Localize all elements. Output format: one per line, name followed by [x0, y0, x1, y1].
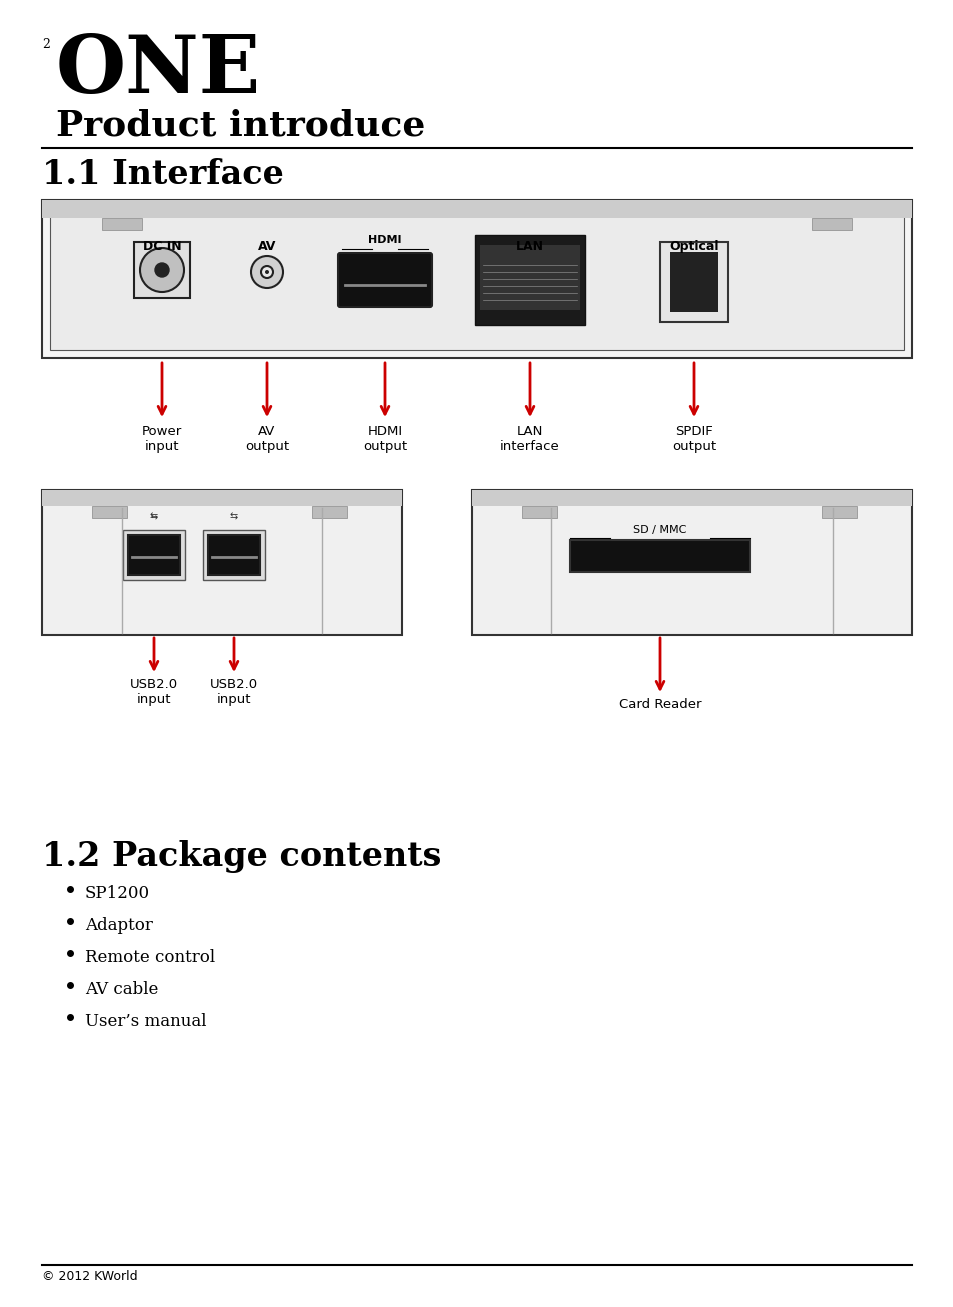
Bar: [312, 506, 347, 518]
Bar: [521, 506, 557, 518]
Bar: [208, 535, 260, 575]
Text: SD / MMC: SD / MMC: [633, 525, 686, 535]
Bar: [102, 218, 142, 230]
Text: Power
input: Power input: [142, 425, 182, 454]
Circle shape: [261, 267, 273, 278]
Bar: [669, 252, 718, 312]
Text: ⇆: ⇆: [150, 511, 158, 521]
Bar: [569, 540, 749, 572]
Text: LAN
interface: LAN interface: [499, 425, 559, 454]
Bar: [479, 244, 579, 310]
Bar: [203, 531, 265, 580]
Bar: [821, 506, 856, 518]
Bar: [42, 200, 911, 218]
Circle shape: [265, 271, 269, 274]
Text: HDMI
output: HDMI output: [362, 425, 407, 454]
Text: AV cable: AV cable: [85, 982, 158, 999]
Text: USB2.0
input: USB2.0 input: [210, 678, 258, 706]
Text: ⇆: ⇆: [230, 511, 238, 521]
Bar: [42, 490, 401, 506]
Text: 1.1 Interface: 1.1 Interface: [42, 158, 284, 191]
Bar: [472, 490, 911, 506]
Circle shape: [140, 248, 184, 291]
Bar: [128, 535, 180, 575]
Bar: [123, 531, 185, 580]
Text: 1.2 Package contents: 1.2 Package contents: [42, 840, 441, 873]
Text: AV
output: AV output: [245, 425, 289, 454]
Text: Adaptor: Adaptor: [85, 918, 152, 935]
Bar: [91, 506, 127, 518]
Circle shape: [154, 263, 169, 277]
Text: SPDIF
output: SPDIF output: [671, 425, 716, 454]
Text: ←: ←: [151, 512, 157, 521]
Text: ONE: ONE: [56, 31, 261, 110]
Text: Optical: Optical: [669, 240, 718, 254]
Text: © 2012 KWorld: © 2012 KWorld: [42, 1270, 137, 1283]
Text: HDMI: HDMI: [368, 235, 401, 244]
Text: USB2.0
input: USB2.0 input: [130, 678, 178, 706]
Text: AV: AV: [257, 240, 276, 254]
Bar: [50, 208, 903, 350]
Bar: [659, 242, 727, 322]
Bar: [42, 200, 911, 358]
Text: LAN: LAN: [516, 240, 543, 254]
Bar: [42, 490, 401, 635]
Text: DC IN: DC IN: [143, 240, 181, 254]
Bar: [472, 490, 911, 635]
Text: Product introduce: Product introduce: [56, 108, 425, 142]
Bar: [133, 242, 190, 298]
Text: SP1200: SP1200: [85, 885, 150, 902]
Text: 2: 2: [42, 38, 50, 51]
Text: Remote control: Remote control: [85, 949, 214, 966]
Circle shape: [251, 256, 283, 288]
Bar: [475, 235, 584, 325]
Text: Card Reader: Card Reader: [618, 698, 700, 711]
FancyBboxPatch shape: [337, 254, 432, 307]
Bar: [811, 218, 851, 230]
Text: User’s manual: User’s manual: [85, 1013, 206, 1030]
